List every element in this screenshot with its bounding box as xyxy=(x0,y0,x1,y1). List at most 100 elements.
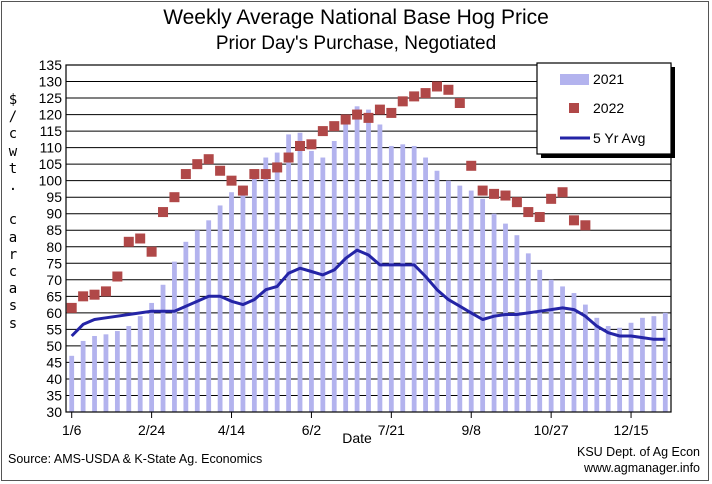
bar-2021 xyxy=(560,286,565,412)
marker-2022 xyxy=(169,192,180,203)
legend-label-2021: 2021 xyxy=(593,71,624,87)
bar-2021 xyxy=(103,334,109,412)
bar-2021 xyxy=(320,157,326,412)
y-tick-label: 70 xyxy=(46,272,62,288)
marker-2022 xyxy=(409,91,420,102)
bar-2021 xyxy=(525,253,531,412)
bar-2021 xyxy=(137,316,143,412)
marker-2022 xyxy=(511,197,522,208)
marker-2022 xyxy=(78,291,89,302)
bar-2021 xyxy=(651,316,657,412)
y-tick-label: 130 xyxy=(39,74,63,90)
bar-2021 xyxy=(251,175,257,412)
bar-2021 xyxy=(640,317,645,412)
marker-2022 xyxy=(420,88,431,99)
bar-2021 xyxy=(194,230,200,412)
marker-2022 xyxy=(352,109,363,120)
marker-2022 xyxy=(283,152,294,163)
bar-2021 xyxy=(172,261,177,412)
bar-2021 xyxy=(480,198,486,412)
marker-2022 xyxy=(454,98,465,109)
marker-2022 xyxy=(340,114,351,125)
x-tick-label: 2/24 xyxy=(138,422,165,438)
y-tick-label: 80 xyxy=(46,239,62,255)
bar-2021 xyxy=(206,220,212,412)
bar-2021 xyxy=(80,340,86,412)
bar-2021 xyxy=(491,213,497,412)
chart-title: Weekly Average National Base Hog Price xyxy=(163,6,549,29)
marker-2022 xyxy=(66,302,77,313)
y-tick-label: 55 xyxy=(46,321,62,337)
bar-2021 xyxy=(582,304,588,412)
marker-2022 xyxy=(272,162,283,173)
legend-box xyxy=(536,62,672,155)
marker-2022 xyxy=(534,212,545,223)
x-tick-label: 10/27 xyxy=(534,422,569,438)
marker-2022 xyxy=(260,169,271,180)
marker-2022 xyxy=(557,187,568,198)
marker-2022 xyxy=(317,126,328,137)
marker-2022 xyxy=(112,271,123,282)
credit-line-2: www.agmanager.info xyxy=(583,461,700,475)
marker-2022 xyxy=(295,140,306,151)
y-tick-label: 125 xyxy=(39,90,63,106)
bar-2021 xyxy=(183,241,189,412)
source-note: Source: AMS-USDA & K-State Ag. Economics xyxy=(8,452,263,466)
y-tick-label: 45 xyxy=(46,354,62,370)
marker-2022 xyxy=(580,220,591,231)
marker-2022 xyxy=(466,160,477,171)
marker-2022 xyxy=(443,84,454,95)
y-tick-label: 60 xyxy=(46,305,62,321)
credit-line-1: KSU Dept. of Ag Econ xyxy=(577,445,700,459)
x-tick-label: 12/15 xyxy=(614,422,649,438)
bar-2021 xyxy=(514,235,520,412)
bar-2021 xyxy=(240,185,246,412)
y-tick-label: 100 xyxy=(39,173,63,189)
line-5yr-avg-path xyxy=(70,248,666,341)
legend-label-2022: 2022 xyxy=(593,100,624,116)
bar-2021 xyxy=(331,141,337,412)
marker-2022 xyxy=(226,175,237,186)
x-tick-label: 7/21 xyxy=(378,422,405,438)
y-tick-label: 40 xyxy=(46,371,62,387)
bar-2021 xyxy=(377,124,383,412)
y-tick-label: 110 xyxy=(40,140,63,156)
marker-2022 xyxy=(306,139,317,150)
y-tick-label: 75 xyxy=(46,255,62,271)
x-tick-label: 1/6 xyxy=(62,422,82,438)
y-tick-label: 120 xyxy=(39,107,63,123)
x-axis-label: Date xyxy=(342,430,372,446)
plot-border xyxy=(65,64,672,413)
legend-swatch-2021 xyxy=(560,74,589,85)
bar-2021 xyxy=(503,223,508,412)
y-tick-label: 65 xyxy=(46,288,62,304)
marker-2022 xyxy=(329,121,340,132)
marker-2022 xyxy=(180,169,191,180)
bar-2021 xyxy=(274,152,280,413)
legend: 2021 2022 5 Yr Avg xyxy=(536,62,675,158)
x-tick-label: 6/2 xyxy=(302,422,322,438)
bar-2021 xyxy=(468,190,474,412)
line-5yr-avg xyxy=(70,248,666,341)
y-tick-label: 90 xyxy=(46,206,62,222)
bar-2021 xyxy=(126,326,132,412)
bar-2021 xyxy=(605,326,611,412)
marker-2022 xyxy=(100,286,111,297)
legend-swatch-2022 xyxy=(569,103,579,113)
bar-2021 xyxy=(149,302,155,412)
x-tick-label: 4/14 xyxy=(218,422,245,438)
y-axis-label: $ / c w t . c a r c a s s xyxy=(8,92,18,332)
marker-2022 xyxy=(237,185,248,196)
marker-2022 xyxy=(431,81,442,92)
bar-2021 xyxy=(571,293,577,412)
marker-2022 xyxy=(203,154,214,165)
tick-labels: 3035404550556065707580859095100105110115… xyxy=(39,57,649,446)
bar-2021 xyxy=(400,144,406,413)
y-tick-label: 85 xyxy=(46,222,62,238)
marker-2022 xyxy=(546,193,557,204)
y-tick-label: 105 xyxy=(39,156,63,172)
marker-2022 xyxy=(386,107,397,118)
bar-2021 xyxy=(114,331,120,412)
bar-2021 xyxy=(354,106,360,413)
